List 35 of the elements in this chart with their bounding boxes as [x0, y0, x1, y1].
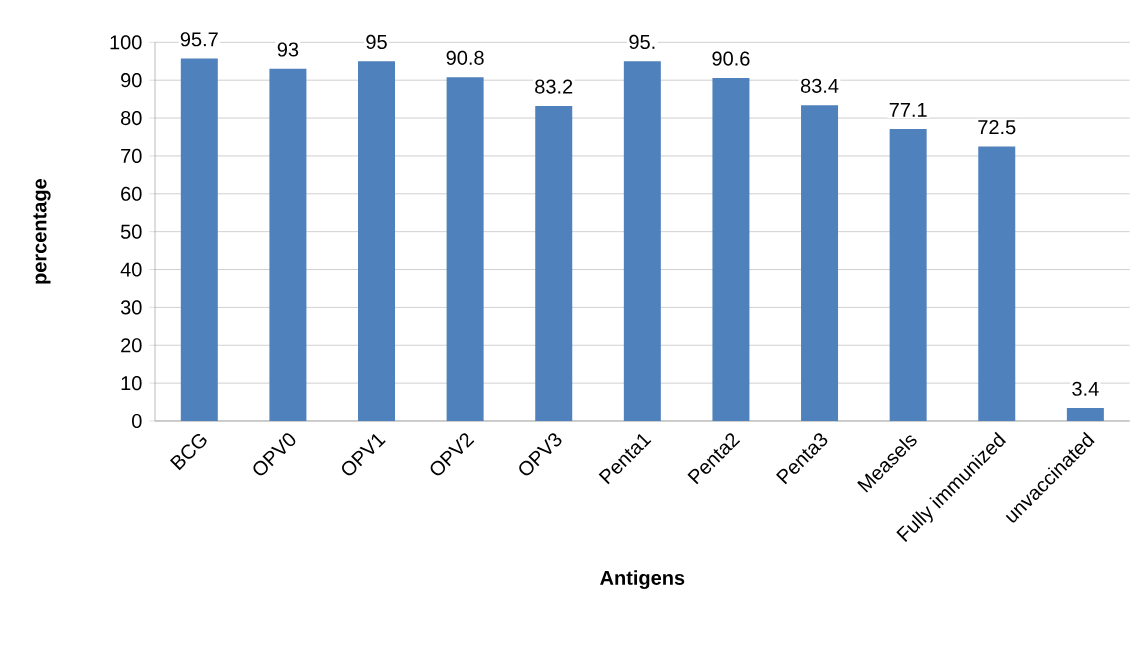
data-label: 83.2 — [535, 79, 573, 94]
data-label: 93 — [277, 42, 299, 57]
y-tick-label: 50 — [120, 224, 142, 239]
y-tick-label: 60 — [121, 186, 142, 201]
y-tick-label: 40 — [120, 262, 142, 277]
bar — [535, 105, 573, 421]
data-label: 90.8 — [446, 50, 484, 65]
y-tick-label: 30 — [120, 300, 142, 315]
bar — [446, 77, 484, 421]
y-tick-label: 20 — [121, 338, 142, 353]
bar — [358, 61, 396, 421]
data-label: 95. — [629, 34, 655, 49]
data-label: 90.6 — [712, 51, 750, 66]
bar — [623, 61, 661, 421]
bar — [978, 146, 1016, 421]
data-label: 77.1 — [889, 103, 927, 117]
y-tick-label: 10 — [121, 376, 142, 391]
bar — [889, 129, 927, 421]
bar — [801, 105, 839, 421]
data-label: 3.4 — [1072, 381, 1099, 396]
y-tick-label: 0 — [132, 413, 142, 429]
data-label: 95.7 — [180, 32, 218, 47]
y-tick-label: 100 — [110, 35, 142, 50]
bar — [712, 77, 750, 421]
bar — [1066, 408, 1104, 421]
y-tick-label: 90 — [121, 73, 142, 88]
data-label: 83.4 — [800, 78, 839, 93]
bar — [269, 68, 307, 421]
bar — [180, 58, 218, 421]
data-label: 72.5 — [978, 120, 1016, 135]
data-label: 95 — [366, 34, 387, 49]
y-tick-label: 70 — [121, 148, 142, 163]
x-axis-title: Antigens — [600, 570, 685, 589]
y-axis-title: percentage — [33, 179, 51, 284]
y-tick-label: 80 — [121, 110, 142, 126]
